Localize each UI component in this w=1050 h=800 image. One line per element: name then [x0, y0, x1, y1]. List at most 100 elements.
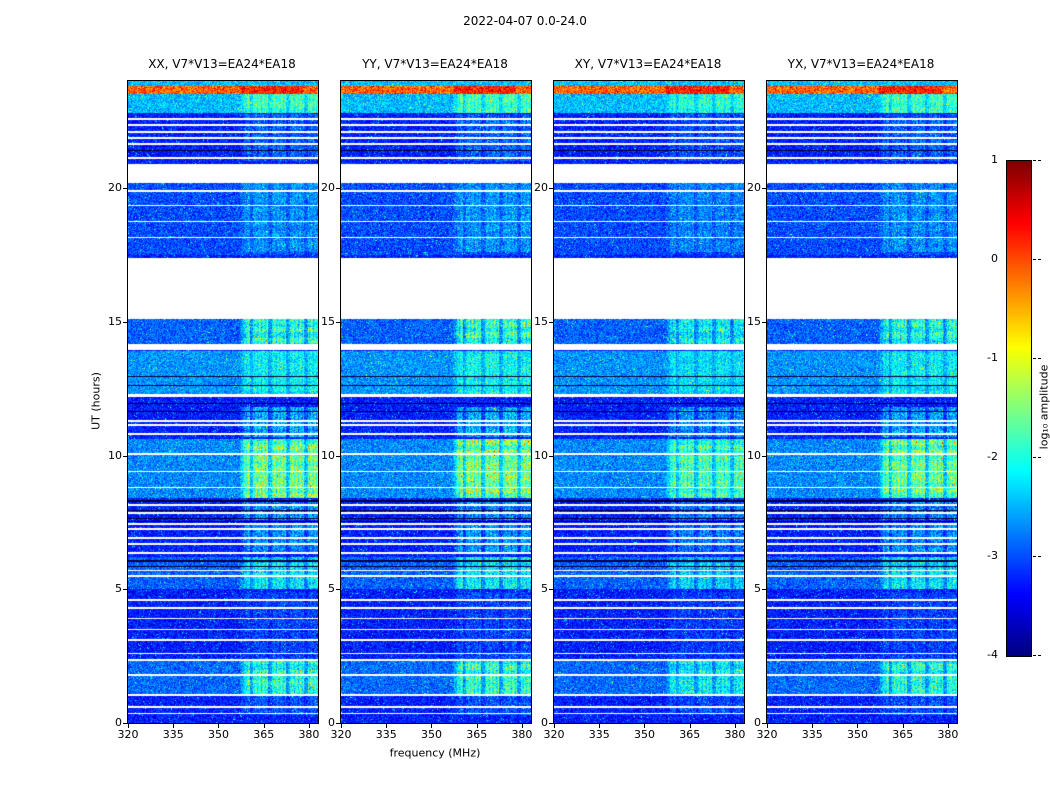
y-tick-mark	[762, 723, 766, 724]
y-tick-mark	[123, 455, 127, 457]
x-tick-label: 335	[162, 728, 184, 741]
y-tick-label: 20	[321, 181, 335, 194]
y-tick-label: 0	[328, 716, 335, 729]
x-tick-label: 320	[756, 728, 778, 741]
colorbar-tick-label: -3	[987, 549, 998, 562]
colorbar-tick-mark	[1033, 457, 1041, 458]
y-tick-label: 0	[541, 716, 548, 729]
y-tick-mark	[123, 188, 127, 189]
spectrogram-canvas-xy	[553, 80, 745, 724]
x-tick-mark	[767, 724, 768, 728]
y-tick-mark	[336, 589, 340, 591]
colorbar-tick-mark	[1033, 655, 1041, 656]
y-tick-mark	[762, 188, 766, 189]
x-tick-label: 335	[801, 728, 823, 741]
x-tick-mark	[128, 724, 129, 728]
colorbar-tick-mark	[1033, 160, 1041, 161]
y-axis-label: UT (hours)	[89, 372, 103, 430]
y-tick-mark	[336, 455, 340, 457]
y-tick-mark	[549, 589, 553, 591]
x-tick-mark	[218, 724, 220, 728]
y-tick-label: 10	[534, 448, 548, 462]
x-tick-mark	[263, 724, 265, 728]
y-tick-label: 10	[108, 448, 122, 462]
x-tick-mark	[947, 724, 949, 728]
x-tick-mark	[476, 724, 478, 728]
y-tick-mark	[123, 589, 127, 591]
y-tick-label: 10	[321, 448, 335, 462]
y-tick-mark	[336, 723, 340, 724]
x-tick-label: 350	[633, 728, 655, 741]
y-tick-mark	[336, 188, 340, 189]
colorbar-tick-label: 0	[991, 252, 998, 265]
x-tick-mark	[431, 724, 433, 728]
colorbar-tick-mark	[1033, 259, 1041, 260]
colorbar-gradient-canvas	[1006, 160, 1032, 657]
y-tick-label: 0	[754, 716, 761, 729]
x-tick-mark	[902, 724, 904, 728]
y-tick-label: 5	[754, 582, 761, 596]
x-tick-label: 365	[679, 728, 701, 741]
x-tick-mark	[644, 724, 646, 728]
figure-title: 2022-04-07 0.0-24.0	[463, 14, 587, 28]
y-tick-label: 20	[534, 181, 548, 194]
x-tick-mark	[857, 724, 859, 728]
y-tick-mark	[762, 321, 766, 323]
y-tick-mark	[549, 455, 553, 457]
x-tick-mark	[173, 724, 175, 728]
colorbar-tick-label: 1	[991, 153, 998, 166]
y-tick-label: 0	[115, 716, 122, 729]
colorbar-tick-label: -4	[987, 648, 998, 661]
x-axis-label: frequency (MHz)	[389, 746, 481, 760]
y-tick-label: 5	[328, 582, 335, 596]
y-tick-mark	[336, 321, 340, 323]
x-tick-label: 365	[466, 728, 488, 741]
y-tick-label: 20	[108, 181, 122, 194]
x-tick-mark	[689, 724, 691, 728]
x-tick-label: 320	[543, 728, 565, 741]
colorbar-tick-mark	[1033, 358, 1041, 359]
x-tick-label: 380	[511, 728, 533, 741]
y-tick-label: 15	[108, 314, 122, 328]
y-tick-mark	[549, 723, 553, 724]
y-tick-label: 15	[534, 314, 548, 328]
y-tick-mark	[549, 188, 553, 189]
y-tick-mark	[549, 321, 553, 323]
x-tick-label: 335	[375, 728, 397, 741]
spectrogram-canvas-yy	[340, 80, 532, 724]
panel-title-xx: XX, V7*V13=EA24*EA18	[148, 57, 296, 71]
x-tick-label: 365	[892, 728, 914, 741]
x-tick-label: 380	[937, 728, 959, 741]
y-tick-mark	[762, 589, 766, 591]
colorbar-tick-mark	[1033, 556, 1041, 557]
x-tick-mark	[554, 724, 555, 728]
y-tick-mark	[123, 723, 127, 724]
y-tick-label: 10	[747, 448, 761, 462]
panel-title-yy: YY, V7*V13=EA24*EA18	[362, 57, 508, 71]
colorbar-tick-label: -1	[987, 351, 998, 364]
x-tick-mark	[734, 724, 736, 728]
y-tick-label: 15	[747, 314, 761, 328]
x-tick-label: 320	[330, 728, 352, 741]
colorbar-label: log₁₀ amplitude	[1037, 364, 1050, 450]
x-tick-label: 380	[298, 728, 320, 741]
y-tick-label: 20	[747, 181, 761, 194]
spectrogram-canvas-yx	[766, 80, 958, 724]
y-tick-mark	[123, 321, 127, 323]
x-tick-label: 380	[724, 728, 746, 741]
x-tick-mark	[386, 724, 388, 728]
y-tick-label: 15	[321, 314, 335, 328]
panel-title-yx: YX, V7*V13=EA24*EA18	[787, 57, 935, 71]
colorbar-tick-label: -2	[987, 450, 998, 463]
x-tick-label: 350	[846, 728, 868, 741]
x-tick-mark	[599, 724, 601, 728]
x-tick-mark	[341, 724, 342, 728]
panel-title-xy: XY, V7*V13=EA24*EA18	[574, 57, 722, 71]
x-tick-mark	[308, 724, 310, 728]
x-tick-label: 350	[420, 728, 442, 741]
x-tick-mark	[521, 724, 523, 728]
x-tick-label: 320	[117, 728, 139, 741]
x-tick-mark	[812, 724, 814, 728]
spectrogram-canvas-xx	[127, 80, 319, 724]
